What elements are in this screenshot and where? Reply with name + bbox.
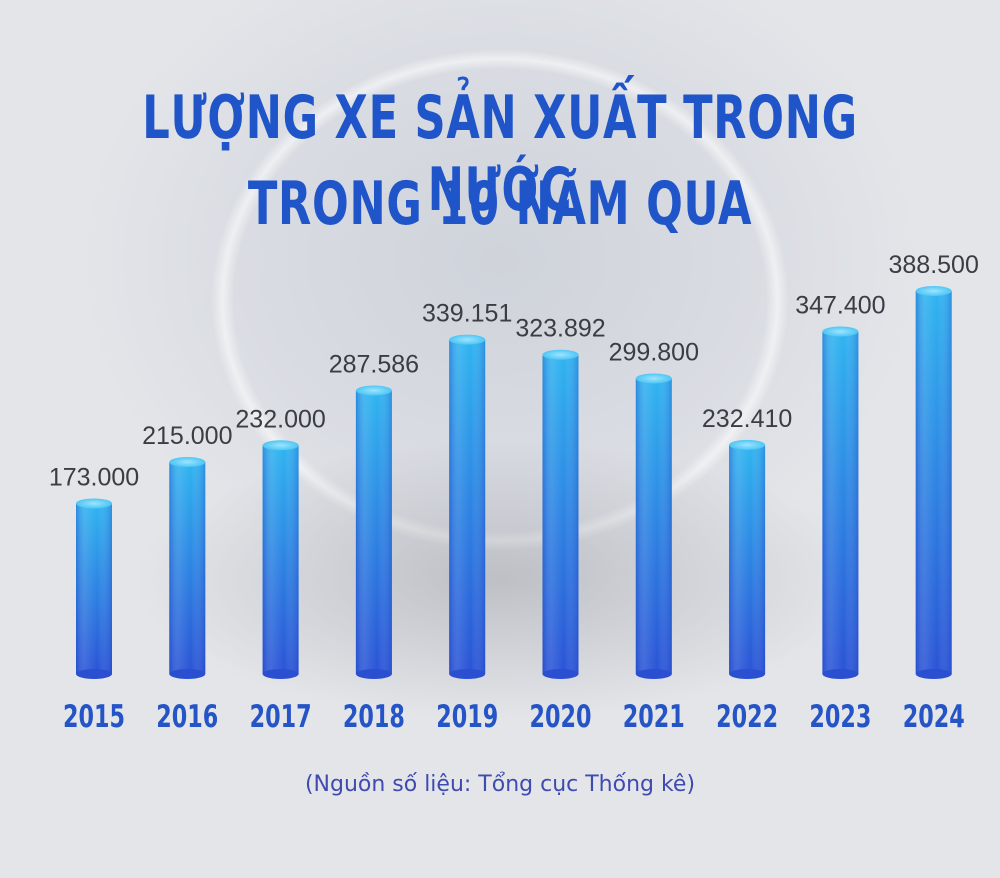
year-label: 2018	[343, 699, 405, 735]
value-label: 232.000	[235, 405, 325, 433]
bar-base	[169, 669, 206, 679]
year-label: 2023	[809, 699, 871, 735]
value-label: 287.586	[329, 350, 419, 378]
bar-base	[355, 669, 392, 679]
bar-shading	[262, 445, 299, 674]
bar-base	[542, 669, 579, 679]
bar-base	[822, 669, 859, 679]
bar-base	[915, 669, 952, 679]
bar-base	[635, 669, 672, 679]
year-label: 2020	[530, 699, 592, 735]
value-label: 388.500	[889, 251, 979, 279]
bar-cap	[822, 326, 859, 337]
value-label: 215.000	[142, 422, 232, 450]
chart-title-line2: TRONG 10 NĂM QUA	[247, 169, 753, 239]
bar-cap	[915, 286, 952, 296]
bar-cap	[355, 385, 392, 396]
bar-base	[262, 669, 299, 679]
year-label: 2021	[623, 699, 685, 735]
year-label: 2022	[716, 699, 778, 735]
bar-shading	[729, 444, 766, 674]
year-label: 2015	[63, 699, 125, 735]
bar-shading	[635, 378, 672, 674]
bar-base	[76, 669, 112, 679]
source-note: (Nguồn số liệu: Tổng cục Thống kê)	[304, 772, 696, 797]
bar-shading	[822, 331, 859, 674]
bar-cap	[542, 349, 579, 360]
bar-shading	[169, 462, 206, 674]
bar-cap	[169, 457, 206, 468]
value-label: 173.000	[49, 463, 139, 491]
value-label: 323.892	[515, 315, 605, 343]
bar-shading	[542, 354, 579, 674]
value-label: 347.400	[795, 292, 885, 320]
bar-shading	[355, 390, 392, 674]
bar-shading	[915, 291, 952, 674]
year-label: 2016	[156, 699, 218, 735]
bar-shading	[76, 503, 112, 674]
bar-shading	[449, 339, 486, 674]
year-label: 2024	[903, 699, 965, 735]
chart-title-line1: LƯỢNG XE SẢN XUẤT TRONG NƯỚC	[142, 83, 858, 225]
bar-base	[729, 669, 766, 679]
bar-cap	[262, 440, 299, 451]
value-label: 299.800	[609, 338, 699, 366]
bar-cap	[729, 439, 766, 450]
year-label: 2019	[436, 699, 498, 735]
year-label: 2017	[250, 699, 312, 735]
value-label: 339.151	[422, 300, 512, 328]
bar-cap	[635, 373, 672, 384]
bar-cap	[76, 498, 112, 509]
value-label: 232.410	[702, 405, 792, 433]
bar-base	[449, 669, 486, 679]
bar-cap	[449, 334, 486, 345]
